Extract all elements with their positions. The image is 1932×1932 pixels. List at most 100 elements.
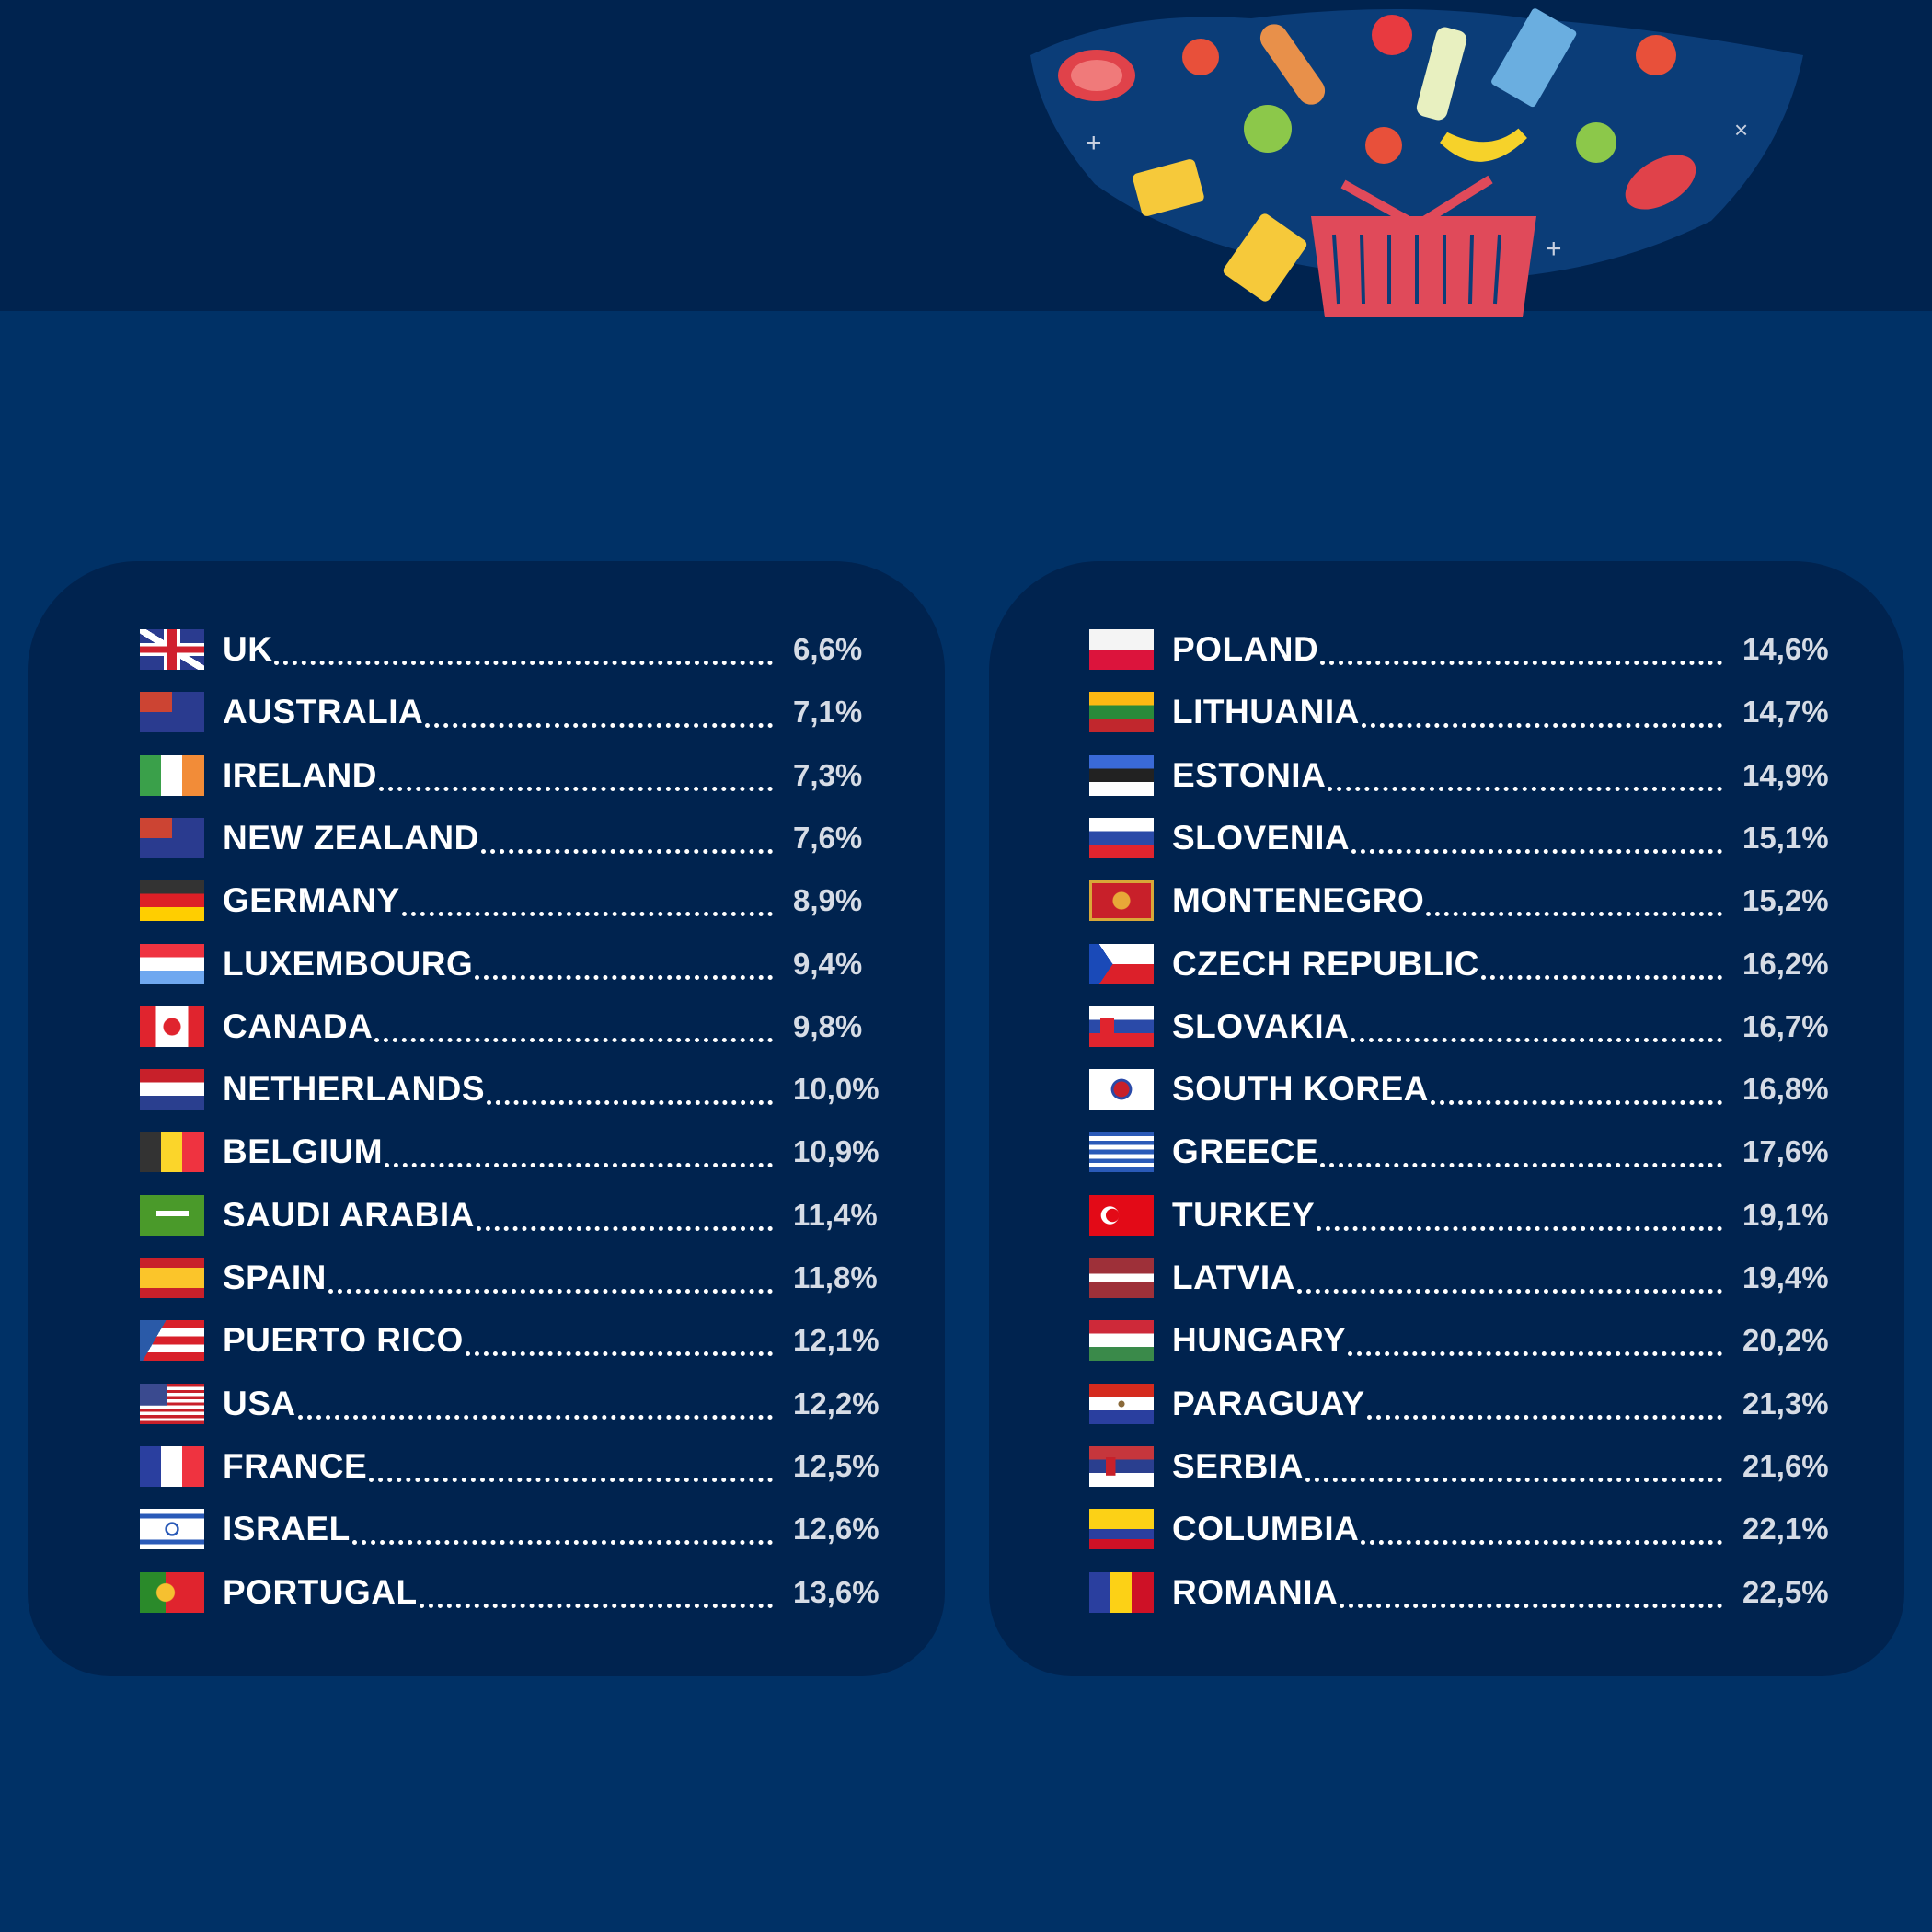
- country-name: MONTENEGRO: [1172, 881, 1425, 920]
- list-item: USA 12,2%: [140, 1381, 894, 1427]
- dotted-leader: [1317, 1225, 1722, 1231]
- dotted-leader: [351, 1540, 773, 1546]
- spain-flag-icon: [140, 1258, 204, 1298]
- list-item: ISRAEL 12,6%: [140, 1506, 894, 1552]
- percentage-value: 12,5%: [793, 1448, 880, 1483]
- dotted-leader: [297, 1414, 773, 1420]
- list-item: CANADA 9,8%: [140, 1004, 894, 1050]
- percentage-value: 19,1%: [1742, 1197, 1829, 1232]
- country-name: AUSTRALIA: [223, 693, 424, 731]
- list-item: LUXEMBOURG 9,4%: [140, 941, 894, 987]
- list-item: BELGIUM 10,9%: [140, 1129, 894, 1175]
- list-item: PARAGUAY 21,3%: [1089, 1381, 1844, 1427]
- percentage-value: 10,0%: [793, 1072, 880, 1107]
- country-name: ROMANIA: [1172, 1572, 1339, 1611]
- country-name: HUNGARY: [1172, 1321, 1347, 1360]
- right-panel: [989, 561, 1904, 1676]
- country-name: TURKEY: [1172, 1195, 1316, 1234]
- dotted-leader: [369, 1477, 773, 1482]
- country-name: NETHERLANDS: [223, 1070, 486, 1109]
- country-name: LATVIA: [1172, 1259, 1295, 1296]
- country-name: SPAIN: [223, 1259, 327, 1296]
- percentage-value: 21,3%: [1742, 1386, 1829, 1420]
- list-item: CZECH REPUBLIC 16,2%: [1089, 941, 1844, 987]
- basket-icon: [1311, 216, 1536, 317]
- list-item: HUNGARY 20,2%: [1089, 1317, 1844, 1363]
- dotted-leader: [401, 912, 773, 917]
- list-item: PUERTO RICO 12,1%: [140, 1317, 894, 1363]
- cheese-icon: [1133, 159, 1204, 216]
- list-item: UK 6,6%: [140, 627, 894, 673]
- hungary-flag-icon: [1089, 1320, 1154, 1362]
- dotted-leader: [487, 1100, 773, 1106]
- percentage-value: 15,1%: [1742, 820, 1829, 855]
- slovenia-flag-icon: [1089, 817, 1154, 858]
- country-name: SOUTH KOREA: [1172, 1070, 1429, 1109]
- list-item: SERBIA 21,6%: [1089, 1443, 1844, 1489]
- france-flag-icon: [140, 1445, 204, 1487]
- tomato-icon: [1182, 39, 1219, 75]
- bread-icon: [1259, 24, 1326, 105]
- dotted-leader: [1361, 723, 1722, 729]
- percentage-value: 7,1%: [793, 695, 863, 730]
- list-item: LATVIA 19,4%: [1089, 1255, 1844, 1301]
- dotted-leader: [1348, 1351, 1722, 1357]
- country-name: NEW ZEALAND: [223, 818, 479, 857]
- svg-text:+: +: [1086, 128, 1102, 158]
- dotted-leader: [374, 1037, 773, 1042]
- milk-carton-icon: [1491, 8, 1577, 108]
- percentage-value: 7,3%: [793, 757, 863, 792]
- country-name: PARAGUAY: [1172, 1384, 1365, 1422]
- dotted-leader: [480, 848, 773, 854]
- percentage-value: 16,8%: [1742, 1072, 1829, 1107]
- milk-bottle-icon: [1416, 27, 1467, 121]
- list-item: NETHERLANDS 10,0%: [140, 1066, 894, 1112]
- dotted-leader: [1351, 1037, 1722, 1042]
- dotted-leader: [465, 1351, 773, 1357]
- percentage-value: 7,6%: [793, 820, 863, 855]
- new-zealand-flag-icon: [140, 817, 204, 858]
- latvia-flag-icon: [1089, 1258, 1154, 1298]
- percentage-value: 14,9%: [1742, 757, 1829, 792]
- list-item: SLOVENIA 15,1%: [1089, 815, 1844, 861]
- list-item: SAUDI ARABIA 11,4%: [140, 1192, 894, 1238]
- list-item: MONTENEGRO 15,2%: [1089, 878, 1844, 924]
- list-item: SOUTH KOREA 16,8%: [1089, 1066, 1844, 1112]
- turkey-flag-icon: [1089, 1194, 1154, 1236]
- country-name: CZECH REPUBLIC: [1172, 944, 1479, 983]
- dotted-leader: [1328, 786, 1722, 791]
- percentage-value: 21,6%: [1742, 1448, 1829, 1483]
- slovakia-flag-icon: [1089, 1006, 1154, 1047]
- list-item: GREECE 17,6%: [1089, 1129, 1844, 1175]
- percentage-value: 20,2%: [1742, 1323, 1829, 1358]
- percentage-value: 8,9%: [793, 883, 863, 918]
- dotted-leader: [1305, 1477, 1722, 1482]
- dotted-leader: [274, 661, 773, 665]
- percentage-value: 12,1%: [793, 1323, 880, 1358]
- percentage-value: 17,6%: [1742, 1134, 1829, 1169]
- percentage-value: 19,4%: [1742, 1260, 1829, 1294]
- serbia-flag-icon: [1089, 1445, 1154, 1487]
- list-item: ROMANIA 22,5%: [1089, 1570, 1844, 1616]
- country-name: BELGIUM: [223, 1133, 384, 1171]
- country-name: GERMANY: [223, 881, 400, 920]
- percentage-value: 15,2%: [1742, 883, 1829, 918]
- luxembourg-flag-icon: [140, 943, 204, 984]
- country-name: SAUDI ARABIA: [223, 1195, 475, 1234]
- percentage-value: 6,6%: [793, 632, 863, 666]
- dotted-leader: [1296, 1289, 1722, 1294]
- percentage-value: 9,4%: [793, 946, 863, 981]
- belgium-flag-icon: [140, 1132, 204, 1173]
- left-panel: [28, 561, 945, 1676]
- country-name: CANADA: [223, 1006, 374, 1045]
- uk-flag-icon: [140, 629, 204, 670]
- country-name: PUERTO RICO: [223, 1321, 464, 1360]
- canada-flag-icon: [140, 1006, 204, 1047]
- country-name: ISRAEL: [223, 1510, 351, 1548]
- puerto-rico-flag-icon: [140, 1320, 204, 1362]
- paraguay-flag-icon: [1089, 1383, 1154, 1424]
- ireland-flag-icon: [140, 754, 204, 796]
- country-name: UK: [223, 630, 273, 668]
- list-item: SPAIN 11,8%: [140, 1255, 894, 1301]
- dotted-leader: [425, 723, 773, 729]
